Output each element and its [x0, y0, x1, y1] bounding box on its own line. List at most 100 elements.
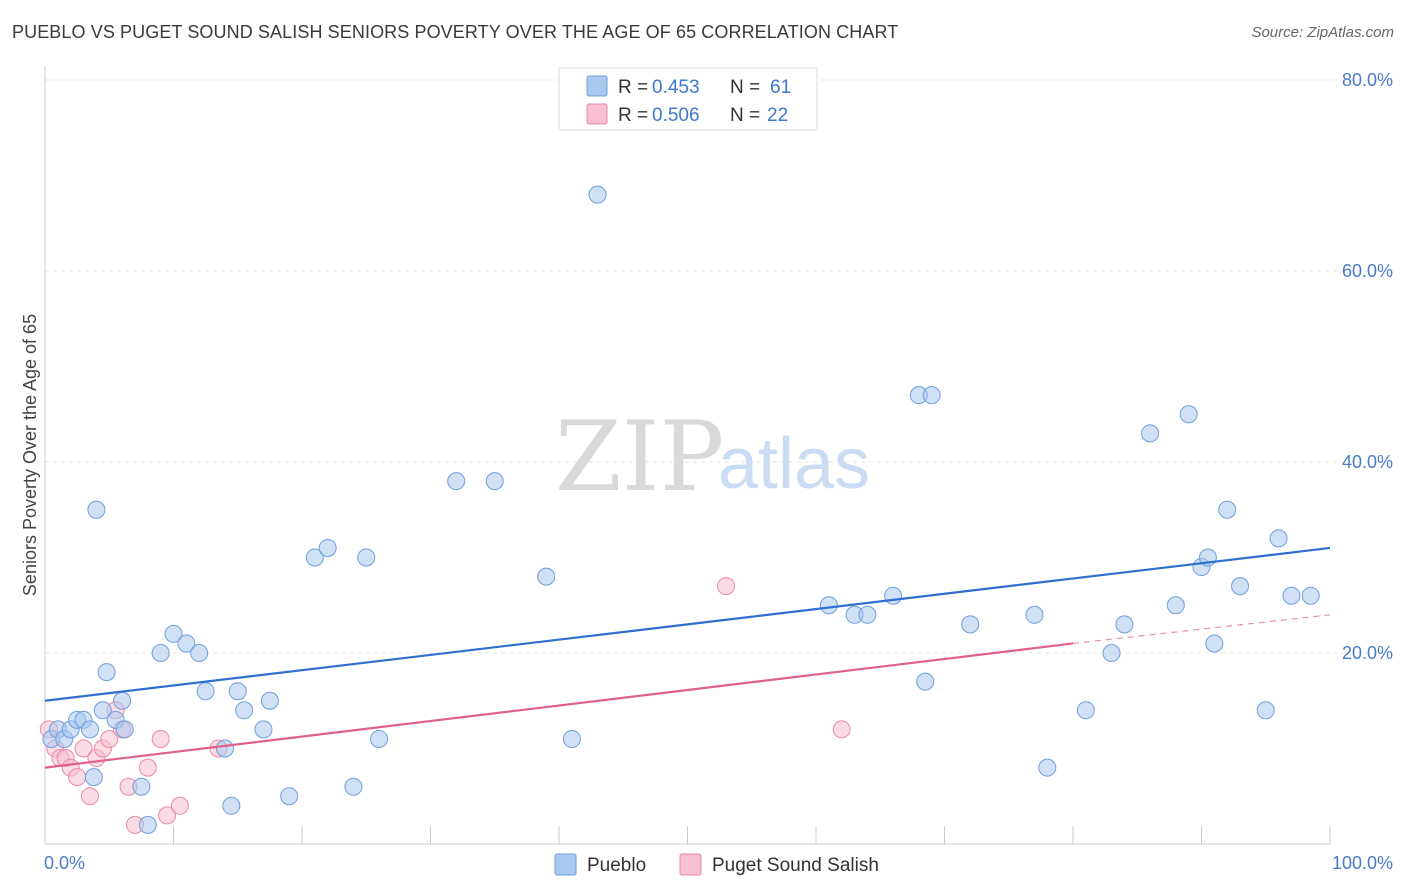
pueblo-point-12: [113, 691, 132, 710]
pueblo-point-21: [215, 739, 234, 758]
source-credit: Source: ZipAtlas.com: [1251, 24, 1394, 41]
pueblo-point-53: [1179, 405, 1198, 424]
pueblo-point-10: [97, 663, 116, 682]
pueblo-point-27: [280, 787, 299, 806]
pueblo-point-49: [1102, 644, 1121, 662]
pueblo-point-17: [164, 624, 183, 643]
pueblo-point-52: [1166, 596, 1185, 615]
pueblo-point-7: [84, 768, 103, 787]
legend-n-label-pueblo: N =: [730, 77, 760, 98]
pueblo-point-16: [151, 644, 170, 662]
x-tick-label-max: 100.0%: [1332, 853, 1393, 873]
pueblo-trend-line: [44, 546, 1331, 702]
watermark-zip: ZIP: [555, 401, 724, 513]
pueblo-point-59: [1256, 701, 1275, 720]
pueblo-point-60: [1269, 529, 1288, 548]
pueblo-point-9: [93, 701, 112, 720]
watermark-atlas: atlas: [718, 424, 870, 504]
salish-point-16: [151, 729, 170, 748]
legend-r-label-pueblo: R =: [618, 77, 648, 98]
salish-point-10: [100, 729, 119, 748]
salish-trend-extension: [1072, 614, 1331, 645]
pueblo-point-26: [260, 691, 279, 710]
pueblo-point-14: [132, 777, 151, 796]
pueblo-point-15: [138, 815, 157, 834]
pueblo-point-62: [1301, 586, 1320, 605]
pueblo-point-48: [1076, 701, 1095, 720]
gridlines: [45, 79, 1392, 654]
pueblo-point-36: [562, 729, 581, 748]
salish-point-20: [717, 577, 736, 596]
y-tick-label-20: 20.0%: [1342, 643, 1393, 663]
legend-n-value-salish: 22: [767, 105, 788, 126]
pueblo-points: [42, 185, 1320, 834]
bottom-legend: Pueblo Puget Sound Salish: [554, 853, 879, 876]
pueblo-point-18: [177, 634, 196, 653]
pueblo-point-58: [1231, 577, 1250, 596]
chart-title: PUEBLO VS PUGET SOUND SALISH SENIORS POV…: [12, 22, 899, 42]
pueblo-point-37: [588, 185, 607, 204]
legend-swatch-pueblo: [586, 75, 608, 97]
pueblo-point-38: [819, 596, 838, 615]
salish-point-21: [832, 720, 851, 739]
legend-swatch-puget-sound-salish: [586, 103, 608, 125]
y-tick-label-40: 40.0%: [1342, 452, 1393, 472]
salish-point-17: [158, 806, 177, 825]
salish-point-5: [68, 768, 87, 787]
pueblo-point-45: [961, 615, 980, 634]
pueblo-point-20: [196, 682, 215, 701]
pueblo-point-32: [370, 729, 389, 748]
pueblo-point-25: [254, 720, 273, 739]
pueblo-point-47: [1038, 758, 1057, 777]
pueblo-point-8: [87, 500, 106, 519]
pueblo-point-6: [80, 720, 99, 739]
pueblo-point-61: [1282, 586, 1301, 605]
pueblo-point-50: [1115, 615, 1134, 634]
x-tick-label-min: 0.0%: [44, 853, 85, 873]
y-tick-labels: 20.0% 40.0% 60.0% 80.0%: [1342, 70, 1393, 663]
pueblo-point-24: [235, 701, 254, 720]
pueblo-point-34: [485, 472, 504, 491]
pueblo-point-30: [344, 777, 363, 796]
top-legend: R = 0.453 N = 61 R = 0.506 N = 22: [558, 67, 818, 131]
pueblo-point-51: [1141, 424, 1160, 443]
pueblo-point-35: [537, 567, 556, 586]
pueblo-point-29: [318, 538, 337, 557]
axes: [44, 66, 1331, 845]
pueblo-point-22: [222, 796, 241, 815]
pueblo-point-44: [922, 386, 941, 405]
legend-n-label-salish: N =: [730, 105, 760, 126]
x-tick-labels: 0.0% 100.0%: [44, 853, 1393, 873]
pueblo-point-56: [1205, 634, 1224, 653]
y-tick-label-60: 60.0%: [1342, 261, 1393, 281]
pueblo-point-23: [228, 682, 247, 701]
legend-n-value-pueblo: 61: [770, 77, 791, 98]
pueblo-point-19: [190, 644, 209, 662]
pueblo-point-40: [858, 605, 877, 624]
pueblo-point-33: [447, 472, 466, 491]
legend-r-value-salish: 0.506: [652, 105, 700, 126]
legend-r-value-pueblo: 0.453: [652, 77, 700, 98]
pueblo-point-31: [357, 548, 376, 567]
pueblo-point-57: [1218, 500, 1237, 519]
bottom-legend-label-salish: Puget Sound Salish: [712, 855, 879, 876]
y-tick-label-80: 80.0%: [1342, 70, 1393, 90]
trend-lines: [44, 546, 1331, 769]
bottom-legend-swatch-salish: [679, 853, 702, 876]
pueblo-point-43: [916, 672, 935, 691]
bottom-legend-label-pueblo: Pueblo: [587, 855, 646, 876]
bottom-legend-swatch-pueblo: [554, 853, 577, 876]
pueblo-point-46: [1025, 605, 1044, 624]
salish-point-6: [74, 739, 93, 758]
legend-r-label-salish: R =: [618, 105, 648, 126]
salish-trend-line: [44, 642, 1074, 769]
puget-sound-salish-points: [39, 577, 851, 834]
salish-point-15: [138, 758, 157, 777]
salish-point-18: [170, 796, 189, 815]
pueblo-point-28: [305, 548, 324, 567]
pueblo-point-13: [115, 720, 134, 739]
watermark: ZIP atlas: [555, 401, 870, 513]
y-axis-title: Seniors Poverty Over the Age of 65: [20, 314, 40, 596]
salish-point-7: [80, 787, 99, 806]
